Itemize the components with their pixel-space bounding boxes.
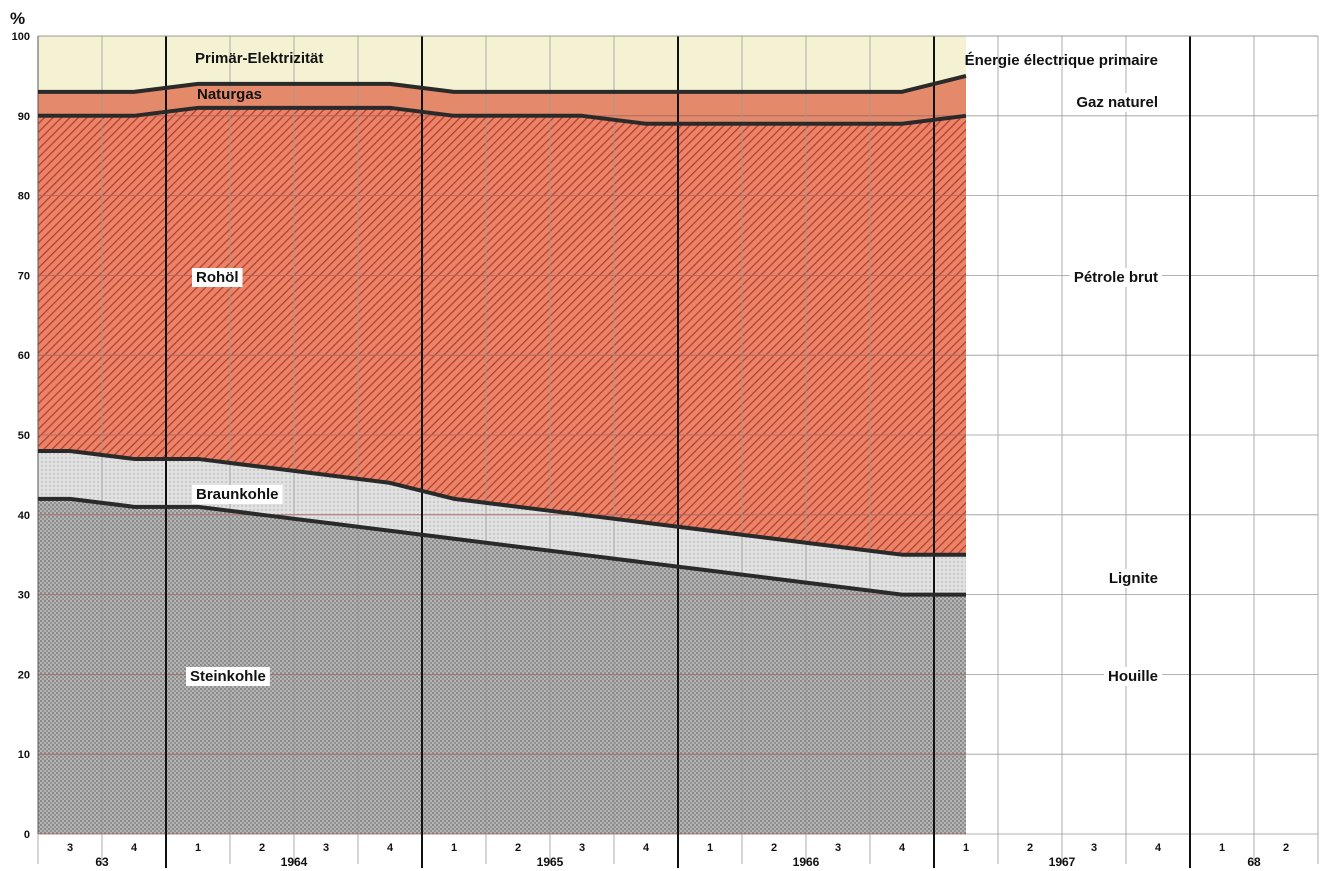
y-tick-label-80: 80	[18, 191, 30, 203]
quarter-label-12: 3	[835, 842, 841, 854]
label-lignite-bg	[1104, 569, 1162, 588]
quarter-label-9: 4	[643, 842, 650, 854]
quarter-label-19: 2	[1283, 842, 1289, 854]
quarter-label-14: 1	[963, 842, 969, 854]
boundary-naturgas	[38, 73, 967, 94]
label-energie-electrique-primaire: Énergie électrique primaire	[965, 52, 1158, 69]
label-steinkohle-bg	[186, 667, 270, 686]
grid-lines	[37, 35, 1319, 868]
label-rohoel: Rohöl	[196, 269, 239, 286]
quarter-label-18: 1	[1219, 842, 1225, 854]
quarter-label-4: 3	[323, 842, 329, 854]
y-tick-label-100: 100	[12, 31, 30, 43]
year-label-1966: 1966	[793, 855, 820, 869]
label-houille-bg	[1103, 667, 1162, 686]
quarter-label-13: 4	[899, 842, 906, 854]
boundary-rohoel	[38, 105, 967, 126]
label-gaz-naturel-bg	[1072, 93, 1162, 112]
y-tick-label-70: 70	[18, 270, 30, 282]
series-boundaries	[38, 73, 967, 597]
quarter-label-17: 4	[1155, 842, 1162, 854]
y-tick-label-0: 0	[24, 829, 30, 841]
y-tick-label-30: 30	[18, 590, 30, 602]
quarter-label-5: 4	[387, 842, 394, 854]
area-naturgas	[38, 75, 966, 124]
label-lignite: Lignite	[1109, 570, 1158, 587]
year-label-63: 63	[95, 855, 109, 869]
y-tick-label-90: 90	[18, 111, 30, 123]
label-steinkohle: Steinkohle	[190, 668, 266, 685]
label-petrole-brut-bg	[1069, 268, 1162, 287]
year-label-1965: 1965	[537, 855, 564, 869]
label-gaz-naturel: Gaz naturel	[1076, 94, 1158, 111]
quarter-label-16: 3	[1091, 842, 1097, 854]
quarter-label-2: 1	[195, 842, 201, 854]
y-tick-label-10: 10	[18, 749, 30, 761]
quarter-label-3: 2	[259, 842, 265, 854]
y-tick-label-50: 50	[18, 430, 30, 442]
label-houille: Houille	[1108, 668, 1158, 685]
label-braunkohle: Braunkohle	[196, 486, 279, 503]
label-petrole-brut: Pétrole brut	[1074, 269, 1158, 286]
label-braunkohle-bg	[192, 485, 283, 504]
y-axis: 0 10 20 30 40 50 60 70 80 90 100%	[10, 9, 30, 841]
quarter-label-6: 1	[451, 842, 457, 854]
label-naturgas: Naturgas	[197, 86, 262, 103]
y-tick-label-20: 20	[18, 669, 30, 681]
quarter-label-15: 2	[1027, 842, 1033, 854]
quarter-label-10: 1	[707, 842, 713, 854]
quarter-label-11: 2	[771, 842, 777, 854]
series-labels: Primär-Elektrizität Naturgas Rohöl Braunkoh…	[186, 50, 1162, 686]
y-unit-label: %	[10, 9, 25, 28]
boundary-braunkohle	[38, 448, 966, 557]
area-rohoel	[38, 107, 966, 555]
label-rohoel-bg	[192, 268, 243, 287]
quarter-label-1: 4	[131, 842, 138, 854]
quarter-label-7: 2	[515, 842, 521, 854]
boundary-steinkohle	[38, 496, 966, 597]
quarter-label-0: 3	[67, 842, 73, 854]
x-axis: 3 4 1 2 3 4 1 2 3 4 1 2 3 4 1 2 3 4 1 2 63 1964 1965 1966 1967 68	[67, 842, 1289, 869]
year-label-1967: 1967	[1049, 855, 1076, 869]
y-tick-label-60: 60	[18, 350, 30, 362]
area-steinkohle	[38, 498, 966, 834]
area-primaer-elektrizitaet	[38, 36, 966, 92]
label-primaer-elektrizitaet: Primär-Elektrizität	[195, 50, 323, 67]
year-label-1964: 1964	[281, 855, 308, 869]
year-label-68: 68	[1247, 855, 1261, 869]
quarter-label-8: 3	[579, 842, 585, 854]
y-tick-label-40: 40	[18, 510, 30, 522]
